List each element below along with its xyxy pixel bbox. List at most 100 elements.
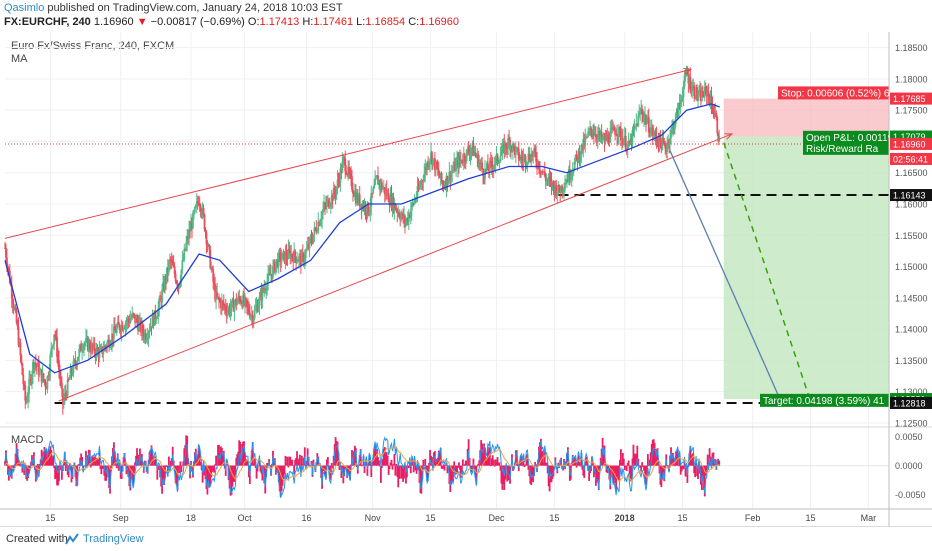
- candle-body: [44, 381, 47, 388]
- candle-body: [522, 157, 525, 162]
- price-tick-label: 1.14500: [895, 293, 928, 303]
- candle-body: [535, 153, 537, 162]
- time-tick-label: 15: [45, 513, 55, 523]
- macd-legend[interactable]: MACD: [11, 434, 44, 446]
- candle-body: [709, 95, 712, 105]
- candle-body: [197, 202, 200, 205]
- candle-body: [465, 149, 468, 161]
- instrument-legend[interactable]: Euro Fx/Swiss Franc, 240, FXCM: [11, 40, 175, 52]
- candle-body: [510, 146, 512, 150]
- candle-body: [187, 236, 190, 239]
- price-badge-bg: [890, 137, 932, 150]
- candle-body: [529, 160, 532, 163]
- candle-body: [165, 277, 167, 281]
- macd-bar: [343, 465, 346, 477]
- macd-bar: [393, 454, 396, 466]
- macd-bar: [643, 465, 645, 471]
- macd-bar: [405, 465, 407, 484]
- candle-body: [341, 161, 344, 173]
- candle-body: [633, 126, 636, 131]
- candle-body: [336, 179, 339, 188]
- candle-body: [444, 185, 447, 189]
- candle-body: [141, 324, 144, 333]
- candle-body: [150, 326, 153, 329]
- candle-body: [208, 244, 211, 250]
- macd-bar: [439, 447, 442, 466]
- candle-body: [78, 349, 81, 358]
- candle-body: [317, 222, 320, 232]
- macd-bar: [286, 456, 289, 466]
- macd-bar: [155, 465, 158, 467]
- candle-body: [12, 303, 15, 309]
- risk-reward-label: Risk/Reward Ra: [803, 141, 889, 155]
- macd-bar: [150, 445, 153, 466]
- macd-bar: [430, 455, 432, 466]
- candle-body: [593, 133, 595, 136]
- candle-body: [193, 212, 195, 214]
- candle-body: [452, 169, 455, 172]
- candle-body: [218, 296, 220, 301]
- candle-body: [475, 154, 478, 158]
- channel-upper-line: [4, 70, 691, 239]
- candle-body: [691, 86, 694, 92]
- candle-body: [640, 108, 643, 113]
- candle-body: [490, 160, 493, 166]
- candle-body: [61, 388, 64, 405]
- candle-body: [183, 249, 186, 260]
- last-price: 1.16960: [93, 16, 134, 28]
- macd-bar: [524, 464, 527, 466]
- macd-bar: [206, 465, 209, 495]
- macd-bar: [683, 462, 686, 466]
- candle-body: [619, 126, 621, 131]
- time-tick-label: Nov: [365, 513, 382, 523]
- candle-body: [321, 212, 324, 220]
- candle-body: [378, 181, 380, 185]
- candle-body: [70, 368, 73, 374]
- ma-legend[interactable]: MA: [11, 53, 28, 65]
- candle-body: [369, 206, 372, 212]
- candle-body: [678, 103, 681, 105]
- macd-bar: [134, 462, 137, 466]
- candle-body: [232, 299, 235, 312]
- candle-body: [557, 185, 560, 194]
- macd-bar: [495, 461, 498, 466]
- candle-body: [191, 223, 193, 229]
- candle-body: [395, 209, 398, 211]
- macd-bar: [175, 465, 178, 485]
- candle-body: [287, 249, 290, 259]
- candle-body: [50, 348, 53, 355]
- macd-bar: [390, 459, 393, 466]
- macd-bar: [421, 465, 424, 480]
- candle-body: [246, 305, 249, 307]
- candle-body: [155, 318, 158, 320]
- candle-body: [635, 123, 638, 127]
- macd-bar: [374, 444, 377, 466]
- price-tick-label: 1.16500: [895, 168, 928, 178]
- time-tick-label: 15: [549, 513, 559, 523]
- candle-body: [192, 212, 194, 229]
- candle-body: [436, 167, 439, 170]
- macd-bar: [157, 465, 160, 470]
- macd-bar: [657, 463, 660, 466]
- candle-body: [362, 204, 365, 209]
- candle-body: [299, 254, 301, 257]
- candle-body: [497, 161, 500, 163]
- candle-body: [587, 131, 590, 137]
- candle-body: [502, 143, 505, 146]
- tradingview-logo-icon[interactable]: [65, 532, 79, 545]
- macd-bar: [442, 464, 445, 466]
- candle-body: [443, 185, 446, 188]
- macd-bar: [99, 465, 102, 470]
- macd-bar: [135, 455, 137, 466]
- author-name[interactable]: Qasimlo: [4, 2, 45, 14]
- candle-body: [518, 159, 521, 161]
- candle-body: [29, 377, 31, 380]
- candle-body: [590, 127, 592, 130]
- candle-body: [38, 369, 41, 375]
- tradingview-brand[interactable]: TradingView: [83, 533, 144, 545]
- candle-body: [676, 109, 679, 117]
- candle-body: [154, 310, 157, 320]
- macd-bar: [501, 465, 504, 490]
